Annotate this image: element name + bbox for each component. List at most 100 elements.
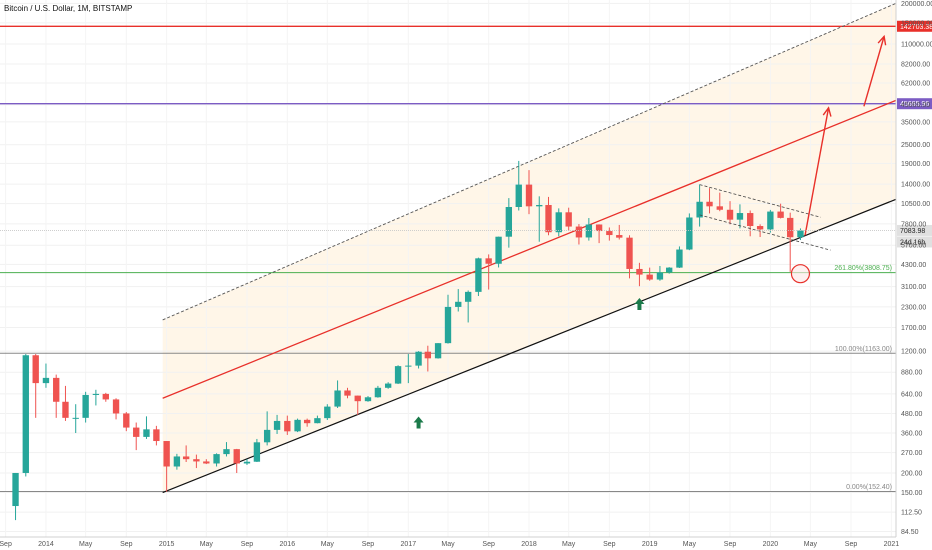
candle-body	[424, 351, 432, 359]
x-tick-label: 2020	[763, 541, 779, 548]
level-badge-label: 142703.38	[900, 24, 932, 31]
candle-body	[646, 274, 653, 280]
candle-body	[314, 418, 321, 424]
candle-body	[726, 209, 734, 220]
y-tick-label: 480.00	[901, 411, 923, 418]
x-tick-label: May	[683, 541, 697, 548]
channel-top-line	[162, 2, 897, 321]
x-tick-label: 2021	[884, 541, 900, 548]
x-tick-label: May	[200, 541, 214, 548]
y-tick-label: 2300.00	[901, 304, 926, 311]
x-tick-label: May	[79, 541, 93, 548]
candle-body	[324, 406, 331, 419]
x-tick-label: 2017	[401, 541, 417, 548]
x-tick-label: Sep	[603, 541, 616, 548]
y-tick-label: 110000.00	[901, 41, 932, 48]
candle-body	[223, 449, 230, 455]
level-badge-label: 45685.96	[900, 101, 929, 108]
candle-body	[736, 213, 744, 220]
candle-body	[394, 366, 402, 384]
candle-body	[72, 417, 79, 419]
wedge-line	[699, 184, 821, 218]
candle-body	[626, 237, 633, 269]
candle-body	[666, 267, 673, 273]
level-badge	[897, 98, 932, 110]
candle-body	[334, 390, 341, 407]
candle-body	[193, 459, 200, 462]
x-tick-label: 2016	[280, 541, 296, 548]
candle-body	[153, 429, 160, 442]
candle-body	[173, 456, 181, 467]
countdown-label: 24d 16h	[900, 239, 925, 246]
candle-body	[12, 472, 19, 507]
y-tick-label: 45000.00	[901, 102, 930, 109]
y-tick-label: 19000.00	[901, 161, 930, 168]
y-tick-label: 880.00	[901, 370, 923, 377]
x-tick-label: Sep	[724, 541, 737, 548]
candle-body	[777, 211, 784, 218]
candles-layer	[12, 160, 804, 521]
candle-body	[273, 420, 281, 430]
y-tick-label: 640.00	[901, 391, 923, 398]
x-tick-label: Sep	[482, 541, 495, 548]
y-tick-label: 10500.00	[901, 201, 930, 208]
y-tick-label: 150.00	[901, 490, 923, 497]
candle-body	[42, 377, 50, 384]
projection-arrowhead	[877, 34, 887, 46]
channel-mid-line	[162, 99, 897, 399]
candle-body	[233, 449, 240, 464]
candle-body	[686, 217, 693, 250]
candle-body	[182, 456, 190, 460]
x-tick-label: Sep	[845, 541, 858, 548]
candle-body	[405, 365, 412, 367]
candle-body	[495, 236, 502, 264]
level-lines-layer: 142703.38 45685.96 261.80%(3808.75) 100.00%…	[0, 20, 932, 492]
x-tick-label: 2014	[38, 541, 54, 548]
candle-body	[92, 393, 100, 395]
candle-body	[656, 272, 664, 280]
candle-body	[515, 184, 522, 207]
x-tick-label: Sep	[362, 541, 375, 548]
y-tick-label: 200000.00	[901, 1, 932, 8]
x-tick-label: 2019	[642, 541, 658, 548]
candle-body	[374, 387, 382, 398]
candle-body	[464, 291, 472, 302]
y-tick-label: 14000.00	[901, 182, 930, 189]
y-tick-label: 82000.00	[901, 61, 930, 68]
candle-body	[143, 429, 150, 437]
x-tick-label: Sep	[120, 541, 133, 548]
y-tick-label: 360.00	[901, 431, 923, 438]
y-tick-label: 200.00	[901, 470, 923, 477]
candle-body	[555, 212, 562, 233]
candle-body	[384, 383, 392, 388]
x-tick-label: May	[321, 541, 335, 548]
candle-body	[263, 429, 271, 443]
candle-body	[536, 204, 543, 207]
candle-body	[636, 268, 643, 275]
countdown-badge	[897, 236, 932, 248]
candle-body	[53, 377, 60, 402]
candle-body	[294, 419, 301, 432]
candle-body	[364, 397, 372, 402]
up-arrow-marker	[413, 416, 424, 429]
x-tick-label: Sep	[241, 541, 254, 548]
candle-body	[62, 401, 69, 418]
y-tick-label: 1200.00	[901, 349, 926, 356]
candle-body	[595, 224, 603, 232]
candle-body	[133, 427, 140, 437]
x-tick-label: Sep	[0, 541, 12, 548]
candle-body	[213, 454, 220, 464]
fib-level-label: 100.00%(1163.00)	[835, 346, 892, 353]
y-tick-label: 5700.00	[901, 243, 926, 250]
y-tick-label: 84.50	[901, 529, 919, 536]
y-tick-label: 1700.00	[901, 325, 926, 332]
candle-body	[525, 184, 533, 207]
candle-body	[565, 212, 572, 227]
y-tick-label: 4300.00	[901, 262, 926, 269]
candle-body	[82, 394, 89, 418]
chart-title: Bitcoin / U.S. Dollar, 1M, BITSTAMP	[4, 4, 132, 13]
y-tick-label: 35000.00	[901, 119, 930, 126]
